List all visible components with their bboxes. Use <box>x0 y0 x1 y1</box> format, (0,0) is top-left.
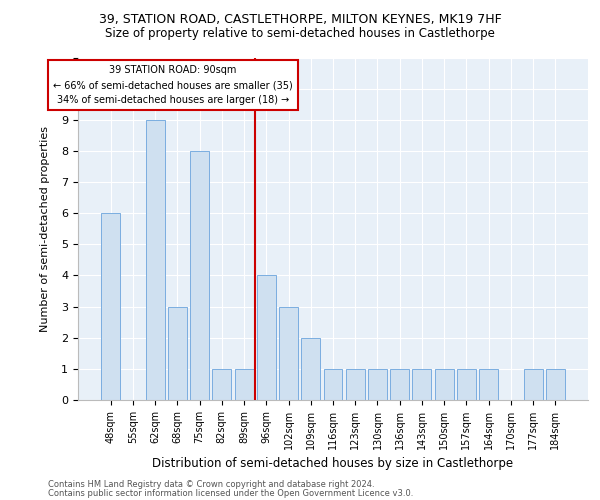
Bar <box>323 369 343 400</box>
Bar <box>390 369 409 400</box>
Bar <box>479 369 498 400</box>
Bar <box>346 369 365 400</box>
Bar <box>279 306 298 400</box>
Bar <box>257 276 276 400</box>
Bar <box>301 338 320 400</box>
Bar <box>212 369 231 400</box>
Text: Size of property relative to semi-detached houses in Castlethorpe: Size of property relative to semi-detach… <box>105 28 495 40</box>
Text: 39, STATION ROAD, CASTLETHORPE, MILTON KEYNES, MK19 7HF: 39, STATION ROAD, CASTLETHORPE, MILTON K… <box>98 12 502 26</box>
Bar <box>435 369 454 400</box>
X-axis label: Distribution of semi-detached houses by size in Castlethorpe: Distribution of semi-detached houses by … <box>152 458 514 470</box>
Bar <box>524 369 542 400</box>
Bar <box>168 306 187 400</box>
Text: Contains HM Land Registry data © Crown copyright and database right 2024.: Contains HM Land Registry data © Crown c… <box>48 480 374 489</box>
Text: 39 STATION ROAD: 90sqm
← 66% of semi-detached houses are smaller (35)
34% of sem: 39 STATION ROAD: 90sqm ← 66% of semi-det… <box>53 66 293 105</box>
Bar <box>190 151 209 400</box>
Bar <box>412 369 431 400</box>
Bar <box>146 120 164 400</box>
Bar <box>101 213 120 400</box>
Bar <box>368 369 387 400</box>
Bar <box>546 369 565 400</box>
Text: Contains public sector information licensed under the Open Government Licence v3: Contains public sector information licen… <box>48 488 413 498</box>
Bar <box>235 369 254 400</box>
Y-axis label: Number of semi-detached properties: Number of semi-detached properties <box>40 126 50 332</box>
Bar <box>457 369 476 400</box>
